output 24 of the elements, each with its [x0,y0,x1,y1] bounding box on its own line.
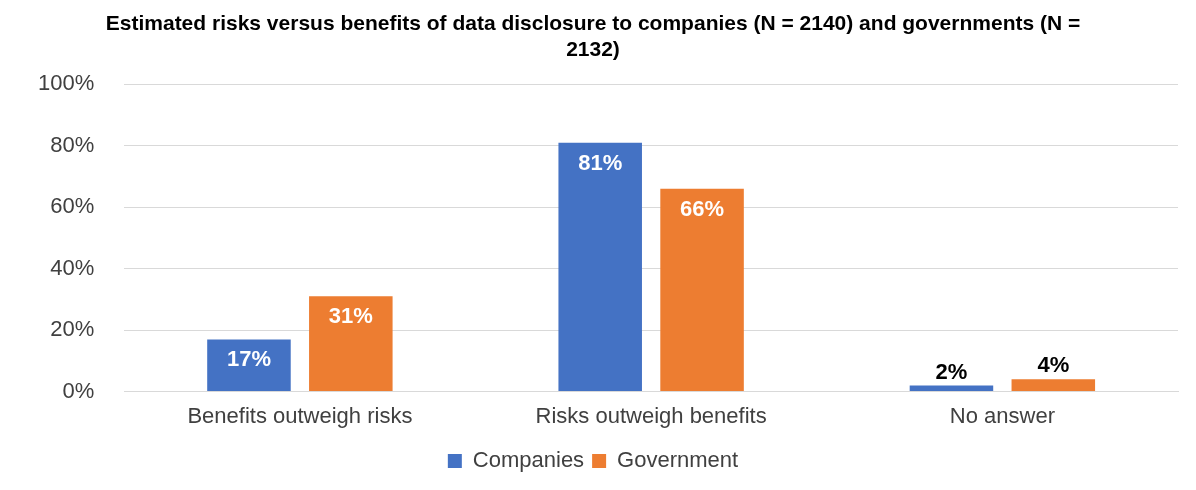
y-tick-label: 0% [62,377,95,403]
data-label: 2% [935,358,968,384]
x-tick-label: No answer [949,402,1055,428]
data-label: 4% [1037,352,1070,378]
y-tick-label: 40% [50,254,95,280]
data-label: 17% [226,346,271,372]
bar [558,142,642,392]
data-label: 31% [328,303,373,329]
y-tick-label: 80% [50,131,95,157]
legend-label: Government [617,447,739,473]
bar [909,385,994,392]
bar [309,296,393,392]
y-tick-label: 20% [50,316,95,342]
x-tick-label: Benefits outweigh risks [187,402,413,428]
bar [1011,379,1096,392]
x-tick-label: Risks outweigh benefits [535,402,767,428]
y-tick-label: 100% [37,70,95,96]
bar [660,188,744,392]
chart-title: Estimated risks versus benefits of data disclosure to companies (N = 2140) and governments (N = 2132) [105,11,1081,60]
legend-label: Companies [472,447,585,473]
data-label: 81% [578,149,623,175]
y-tick-label: 60% [50,193,95,219]
bar [207,339,291,392]
data-label: 66% [680,195,725,221]
